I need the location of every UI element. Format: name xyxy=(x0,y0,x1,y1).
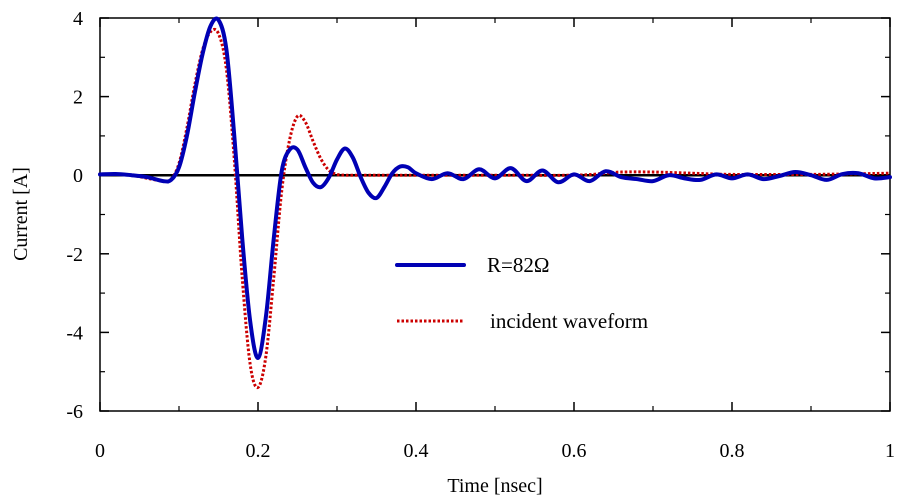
x-tick-label: 0.8 xyxy=(720,440,745,462)
y-tick-label: 0 xyxy=(73,165,83,187)
y-tick-label: -4 xyxy=(66,322,83,344)
legend: R=82Ω incident waveform xyxy=(395,253,648,333)
y-axis-title: Current [A] xyxy=(10,167,32,261)
x-tick-label: 0.4 xyxy=(404,440,429,462)
x-axis-title: Time [nsec] xyxy=(447,475,542,497)
series-layer xyxy=(98,16,892,390)
legend-label-incident: incident waveform xyxy=(490,309,648,333)
x-tick-label: 0.2 xyxy=(246,440,271,462)
y-tick-label: 4 xyxy=(73,8,83,30)
legend-label-r82: R=82Ω xyxy=(487,253,549,277)
x-tick-labels: 0 0.2 0.4 0.6 0.8 1 xyxy=(95,440,895,462)
y-tick-label: -2 xyxy=(66,244,83,266)
tick-marks xyxy=(99,17,891,412)
y-tick-labels: -6 -4 -2 0 2 4 xyxy=(66,8,83,423)
series-line-incident-waveform xyxy=(99,27,891,390)
series-line-r82 xyxy=(98,16,892,360)
y-tick-label: 2 xyxy=(73,87,83,109)
x-tick-label: 0.6 xyxy=(562,440,587,462)
x-tick-label: 0 xyxy=(95,440,105,462)
x-tick-label: 1 xyxy=(885,440,895,462)
plot-area-frame xyxy=(99,17,891,412)
y-tick-label: -6 xyxy=(66,401,83,423)
